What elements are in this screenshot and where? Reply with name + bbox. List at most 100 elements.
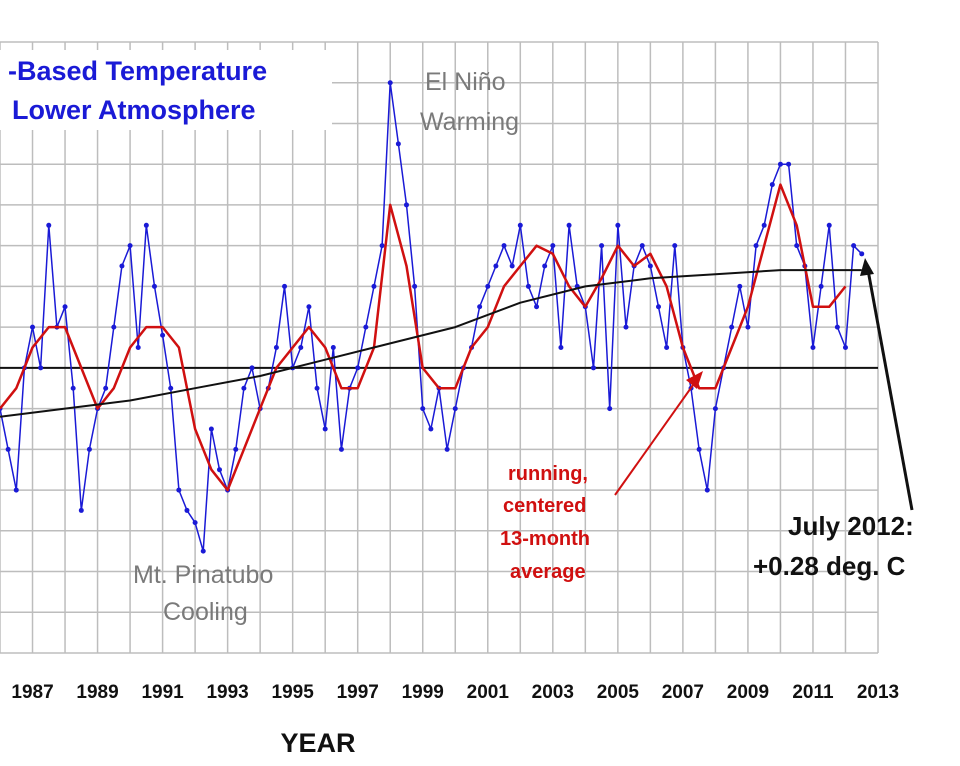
x-tick-label: 1997 (337, 682, 379, 703)
data-point (452, 406, 458, 412)
data-point (330, 345, 336, 350)
data-point (176, 487, 182, 493)
data-point (558, 345, 564, 350)
data-point (355, 365, 361, 371)
x-tick-label: 2011 (792, 682, 834, 703)
x-tick-label: 1999 (402, 682, 444, 703)
chart-title-line-2: Lower Atmosphere (12, 95, 256, 125)
data-point (485, 283, 491, 289)
series-line-monthly (0, 81, 863, 552)
chart-title-line-1: -Based Temperature (8, 56, 267, 86)
x-tick-label: 2009 (727, 682, 769, 703)
data-point (501, 243, 507, 249)
data-point (786, 161, 792, 167)
data-point (127, 243, 133, 249)
data-point (420, 406, 426, 412)
data-point (729, 324, 735, 330)
data-point (656, 304, 661, 310)
data-point (168, 385, 174, 391)
running-avg-label-4: average (510, 561, 586, 583)
data-point (111, 324, 117, 330)
data-point (509, 263, 515, 269)
data-point (338, 446, 344, 452)
data-point (428, 426, 434, 432)
data-point (444, 446, 450, 452)
data-point (249, 365, 255, 371)
data-point (566, 222, 572, 228)
data-point (590, 365, 596, 371)
data-point (639, 243, 645, 249)
data-point (217, 467, 222, 473)
data-point (851, 243, 857, 249)
data-point (550, 243, 556, 249)
data-point (493, 263, 499, 269)
series-line-trend (0, 269, 862, 418)
data-point (13, 487, 19, 493)
data-point (525, 283, 531, 289)
x-tick-label: 2005 (597, 682, 640, 703)
data-point (298, 345, 304, 350)
data-point (615, 222, 621, 228)
data-point (745, 324, 751, 330)
data-point (70, 385, 76, 391)
data-point (623, 324, 629, 330)
data-point (30, 324, 36, 330)
data-point (208, 426, 214, 432)
data-point (842, 345, 848, 350)
data-point (412, 283, 418, 289)
x-tick-label: 1993 (206, 682, 248, 703)
data-point (647, 263, 653, 269)
data-point (761, 222, 767, 228)
data-point (599, 243, 605, 249)
x-tick-label: 2003 (532, 682, 574, 703)
latest-label-1: July 2012: (788, 511, 914, 541)
data-point (233, 446, 239, 452)
data-point (103, 385, 109, 391)
data-point (712, 406, 718, 412)
data-point (810, 345, 816, 350)
data-point (379, 243, 385, 249)
x-tick-label: 1989 (76, 682, 118, 703)
data-point (78, 507, 84, 513)
x-tick-label: 1995 (272, 682, 315, 703)
x-axis-ticks: 1987 1989 1991 1993 1995 1997 1999 2001 2003 2005… (11, 682, 899, 703)
el-nino-label-2: Warming (420, 108, 519, 136)
running-avg-arrow (614, 377, 699, 496)
data-point (777, 161, 783, 167)
pinatubo-label-2: Cooling (163, 598, 248, 626)
data-point (534, 304, 540, 310)
data-point (834, 324, 840, 330)
data-point (46, 222, 52, 228)
running-avg-label-1: running, (508, 463, 588, 485)
data-point (119, 263, 125, 269)
x-axis-title: YEAR (280, 728, 355, 758)
data-point (306, 304, 312, 310)
data-point (151, 283, 157, 289)
series-layer (0, 80, 865, 554)
data-point (818, 283, 824, 289)
data-point (322, 426, 328, 432)
running-avg-arrowhead (686, 371, 703, 389)
data-point (5, 446, 11, 452)
data-point (542, 263, 548, 269)
data-point (371, 283, 377, 289)
data-point (395, 141, 401, 147)
series-line-running (0, 183, 847, 492)
x-tick-label: 2013 (857, 682, 899, 703)
data-point (737, 283, 743, 289)
data-point (517, 222, 523, 228)
data-point (704, 487, 710, 493)
latest-value-annotation: July 2012: +0.28 deg. C (753, 258, 914, 581)
data-point (769, 182, 775, 188)
x-tick-label: 1987 (11, 682, 53, 703)
el-nino-label-1: El Niño (425, 68, 506, 96)
data-point (314, 385, 320, 391)
latest-arrowhead (860, 258, 874, 276)
latest-label-2: +0.28 deg. C (753, 551, 906, 581)
data-point (184, 507, 190, 513)
x-tick-label: 2007 (662, 682, 704, 703)
data-point (664, 345, 670, 350)
data-point (200, 548, 206, 554)
data-point (696, 446, 702, 452)
